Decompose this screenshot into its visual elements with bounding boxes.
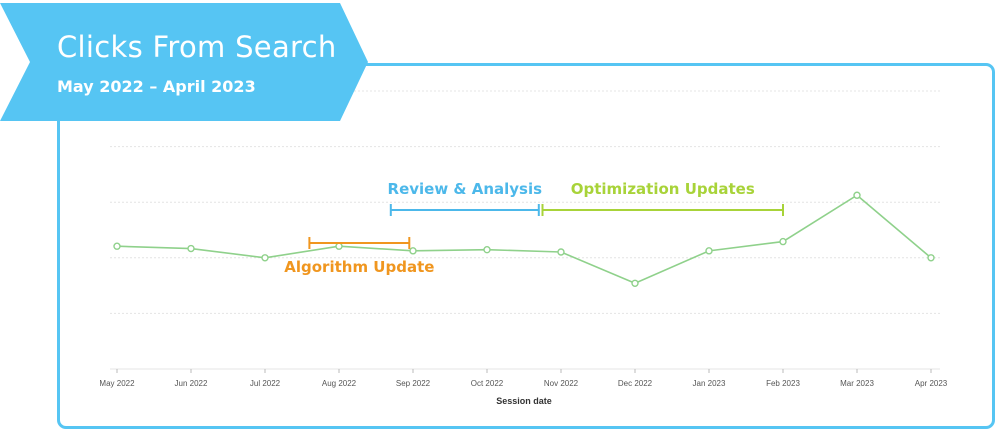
annotation-label: Optimization Updates <box>571 180 755 198</box>
x-tick-label: Feb 2023 <box>766 379 800 388</box>
x-tick-label: Oct 2022 <box>471 379 504 388</box>
data-point <box>335 242 343 250</box>
title-banner <box>0 3 368 121</box>
x-tick-label: Nov 2022 <box>544 379 579 388</box>
data-point <box>705 247 713 255</box>
series-line <box>116 194 932 285</box>
x-tick-label: Jun 2022 <box>175 379 208 388</box>
x-tick-label: Jul 2022 <box>250 379 281 388</box>
chart-frame <box>57 63 995 429</box>
x-tick-label: Apr 2023 <box>915 379 948 388</box>
x-tick-label: Mar 2023 <box>840 379 874 388</box>
data-point <box>631 279 639 287</box>
annotation-label: Algorithm Update <box>284 258 434 276</box>
data-point <box>853 191 861 199</box>
data-point <box>261 254 269 262</box>
x-tick-label: Dec 2022 <box>618 379 653 388</box>
data-point <box>409 247 417 255</box>
x-tick-label: Sep 2022 <box>396 379 431 388</box>
x-tick-label: May 2022 <box>99 379 135 388</box>
data-point <box>779 237 787 246</box>
data-point <box>187 244 195 253</box>
data-point <box>927 254 935 262</box>
x-tick-label: Aug 2022 <box>322 379 357 388</box>
chart-date-range: May 2022 – April 2023 <box>57 77 256 96</box>
data-point <box>113 242 121 250</box>
data-point <box>483 245 491 254</box>
annotation-label: Review & Analysis <box>388 180 543 198</box>
chart-title: Clicks From Search <box>57 30 337 64</box>
data-point <box>557 248 565 256</box>
x-tick-label: Jan 2023 <box>693 379 726 388</box>
banner-ribbon-shape <box>0 3 368 121</box>
x-axis-title: Session date <box>496 396 552 406</box>
